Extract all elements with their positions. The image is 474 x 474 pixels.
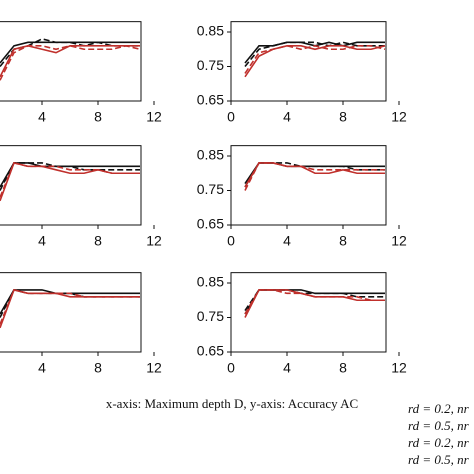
- series-line: [244, 289, 385, 312]
- x-tick-label: 4: [38, 360, 46, 376]
- series-line: [244, 45, 386, 78]
- series-line: [0, 162, 140, 191]
- series-line: [0, 161, 140, 198]
- legend-label: rd = 0.2, nr: [408, 435, 470, 450]
- plot-frame: [230, 272, 387, 353]
- x-tick-label: 12: [391, 360, 407, 376]
- y-tick-label: 0.85: [197, 23, 224, 39]
- x-tick-label: 8: [94, 360, 102, 376]
- plot-frame: [0, 21, 142, 102]
- x-tick-label: 8: [339, 360, 347, 376]
- caption: x-axis: Maximum depth D, y-axis: Accurac…: [106, 396, 358, 411]
- x-tick-label: 0: [227, 360, 235, 376]
- series-line: [0, 288, 140, 329]
- y-tick-label: 0.65: [197, 92, 224, 108]
- y-tick-label: 0.85: [197, 147, 224, 163]
- series-line: [244, 289, 385, 315]
- series-line: [0, 288, 140, 325]
- series-line: [0, 44, 140, 78]
- y-tick-label: 0.75: [197, 57, 224, 73]
- y-tick-label: 0.85: [197, 274, 224, 290]
- x-tick-label: 8: [94, 233, 102, 249]
- x-tick-label: 4: [283, 233, 291, 249]
- x-tick-label: 4: [38, 233, 46, 249]
- x-tick-label: 4: [283, 360, 291, 376]
- series-line: [244, 44, 386, 74]
- legend-label: rd = 0.2, nr: [408, 401, 470, 416]
- x-tick-label: 0: [227, 109, 235, 125]
- plot-frame: [0, 272, 142, 353]
- series-line: [244, 162, 385, 191]
- y-tick-label: 0.65: [197, 343, 224, 359]
- series-line: [0, 44, 141, 81]
- series-line: [0, 162, 140, 188]
- y-tick-label: 0.75: [197, 308, 224, 324]
- x-tick-label: 12: [146, 360, 162, 376]
- y-tick-label: 0.65: [197, 216, 224, 232]
- plot-frame: [230, 21, 387, 102]
- x-tick-label: 4: [38, 109, 46, 125]
- x-tick-label: 0: [227, 233, 235, 249]
- x-tick-label: 12: [391, 109, 407, 125]
- plot-frame: [230, 145, 387, 226]
- x-tick-label: 8: [94, 109, 102, 125]
- series-line: [0, 161, 140, 202]
- x-tick-label: 8: [339, 233, 347, 249]
- x-tick-label: 12: [146, 233, 162, 249]
- x-tick-label: 12: [146, 109, 162, 125]
- x-tick-label: 12: [391, 233, 407, 249]
- series-line: [0, 41, 140, 64]
- x-tick-label: 8: [339, 109, 347, 125]
- plot-frame: [0, 145, 142, 226]
- legend-label: rd = 0.5, nr: [408, 452, 470, 467]
- legend-label: rd = 0.5, nr: [408, 418, 470, 433]
- x-tick-label: 4: [283, 109, 291, 125]
- y-tick-label: 0.75: [197, 181, 224, 197]
